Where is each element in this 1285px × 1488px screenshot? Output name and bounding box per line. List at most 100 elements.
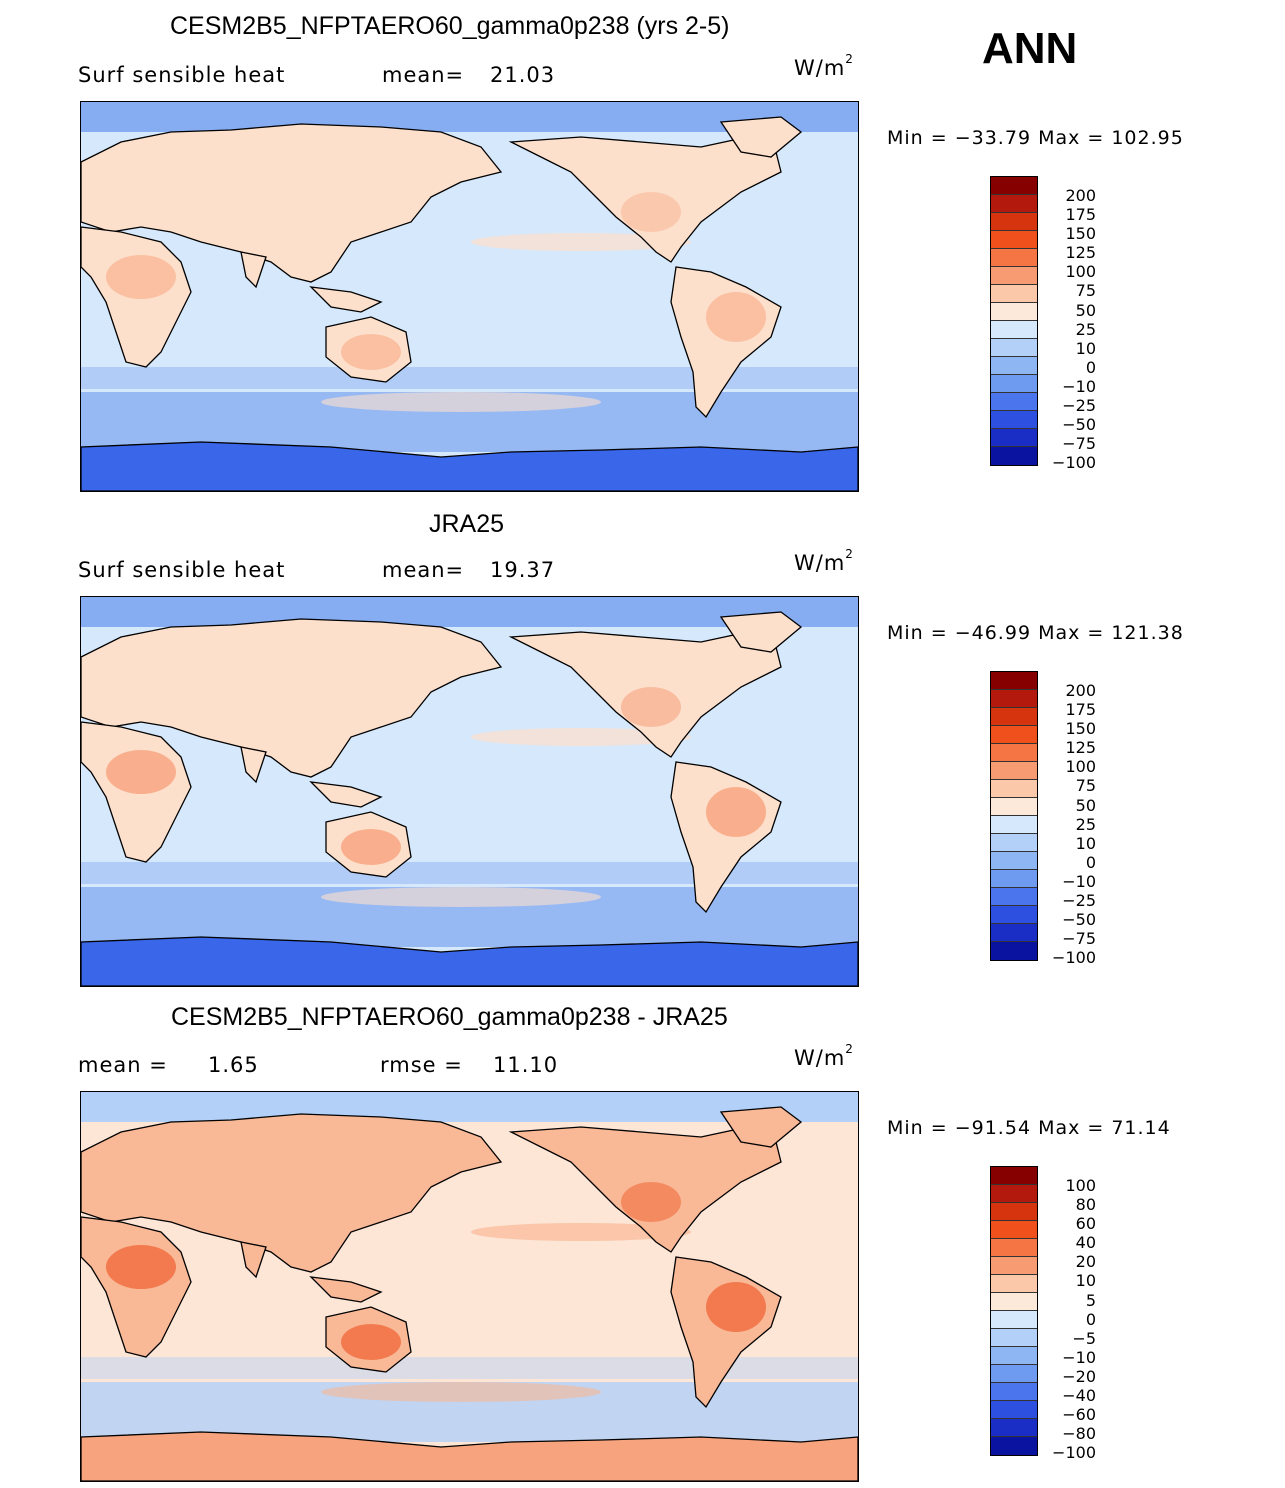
north-america-hotspot	[621, 1182, 681, 1222]
colorbar-swatch	[991, 267, 1037, 285]
southern-ocean-band-light	[81, 862, 858, 884]
colorbar-swatch	[991, 195, 1037, 213]
australia-hotspot	[341, 829, 401, 865]
warm-band-south	[321, 1382, 601, 1402]
colorbar-swatch	[991, 690, 1037, 708]
southern-ocean-band-light	[81, 1357, 858, 1379]
land-mass	[309, 781, 383, 808]
panel-2-mean-value: 19.37	[490, 558, 556, 582]
panel-3-rmse-label: rmse =	[380, 1053, 463, 1077]
colorbar-swatch	[991, 411, 1037, 429]
panel-2-mean-label: mean=	[382, 558, 465, 582]
colorbar-label: 10	[1075, 1271, 1096, 1291]
colorbar-swatch	[991, 1257, 1037, 1275]
colorbar-label: −20	[1062, 1366, 1096, 1386]
land-mass	[81, 618, 503, 778]
colorbar-label: −40	[1062, 1386, 1096, 1406]
land-mass	[81, 123, 503, 283]
colorbar-label: −10	[1062, 1347, 1096, 1367]
colorbar-label: −100	[1052, 453, 1096, 473]
colorbar-swatch	[991, 1365, 1037, 1383]
colorbar-swatch	[991, 1437, 1037, 1455]
colorbar-swatch	[991, 357, 1037, 375]
panel-2-title: JRA25	[429, 510, 505, 538]
colorbar-swatch	[991, 1401, 1037, 1419]
land-mass	[309, 286, 383, 313]
panel-1-mean-value: 21.03	[490, 63, 556, 87]
land-mass	[719, 116, 803, 158]
colorbar-label: 100	[1065, 262, 1096, 282]
colorbar-label: 125	[1065, 243, 1096, 263]
land-mass	[719, 1106, 803, 1148]
panel-3-colorbar	[990, 1166, 1038, 1456]
land-mass	[240, 1241, 267, 1279]
colorbar-label: 40	[1075, 1233, 1096, 1253]
south-america-hotspot	[706, 292, 766, 342]
colorbar-swatch	[991, 888, 1037, 906]
colorbar-swatch	[991, 447, 1037, 465]
colorbar-swatch	[991, 339, 1037, 357]
north-america-hotspot	[621, 192, 681, 232]
colorbar-label: −75	[1062, 929, 1096, 949]
colorbar-swatch	[991, 1221, 1037, 1239]
panel-2-colorbar	[990, 671, 1038, 961]
sahara-hotspot	[106, 255, 176, 299]
panel-2-variable-label: Surf sensible heat	[78, 558, 286, 582]
colorbar-label: 20	[1075, 1252, 1096, 1272]
colorbar-label: 75	[1075, 776, 1096, 796]
colorbar-label: −50	[1062, 910, 1096, 930]
colorbar-swatch	[991, 1383, 1037, 1401]
land-mass	[309, 1276, 383, 1303]
colorbar-label: 100	[1065, 757, 1096, 777]
colorbar-label: 175	[1065, 700, 1096, 720]
colorbar-label: −10	[1062, 871, 1096, 891]
colorbar-swatch	[991, 744, 1037, 762]
colorbar-label: −100	[1052, 1443, 1096, 1463]
colorbar-swatch	[991, 1419, 1037, 1437]
colorbar-swatch	[991, 780, 1037, 798]
colorbar-label: 150	[1065, 224, 1096, 244]
land-mass	[81, 1113, 503, 1273]
colorbar-label: 10	[1075, 338, 1096, 358]
warm-band-south	[321, 392, 601, 412]
warm-band-north	[471, 1223, 691, 1241]
south-america-hotspot	[706, 1282, 766, 1332]
panel-2-min-max: Min = −46.99 Max = 121.38	[887, 622, 1184, 644]
land-mass	[81, 1431, 858, 1481]
panel-3-units: W/m2	[794, 1042, 854, 1070]
colorbar-label: 25	[1075, 814, 1096, 834]
land-mass	[240, 746, 267, 784]
colorbar-label: 125	[1065, 738, 1096, 758]
panel-1-min-max: Min = −33.79 Max = 102.95	[887, 127, 1184, 149]
south-america-hotspot	[706, 787, 766, 837]
warm-band-north	[471, 233, 691, 251]
colorbar-label: 100	[1065, 1176, 1096, 1195]
colorbar-swatch	[991, 1167, 1037, 1185]
colorbar-swatch	[991, 1185, 1037, 1203]
colorbar-label: 150	[1065, 719, 1096, 739]
panel-3-colorbar-labels: 100 80 60 40 20 10 5 0 −5 −10 −20 −40 −60 −80 −100	[1040, 1176, 1096, 1462]
colorbar-swatch	[991, 1203, 1037, 1221]
colorbar-swatch	[991, 852, 1037, 870]
panel-1-mean-label: mean=	[382, 63, 465, 87]
colorbar-label: 5	[1085, 1290, 1096, 1310]
panel-2-colorbar-labels: 200 175 150 125 100 75 50 25 10 0 −10 −25 −50 −75 −100	[1040, 681, 1096, 967]
colorbar-swatch	[991, 1347, 1037, 1365]
colorbar-swatch	[991, 177, 1037, 195]
land-mass	[240, 251, 267, 289]
colorbar-swatch	[991, 213, 1037, 231]
colorbar-swatch	[991, 1239, 1037, 1257]
colorbar-label: 200	[1065, 186, 1096, 205]
colorbar-swatch	[991, 249, 1037, 267]
panel-1-colorbar	[990, 176, 1038, 466]
colorbar-label: −25	[1062, 891, 1096, 911]
colorbar-swatch	[991, 708, 1037, 726]
warm-band-north	[471, 728, 691, 746]
land-mass	[81, 441, 858, 491]
colorbar-label: −25	[1062, 396, 1096, 416]
colorbar-label: 0	[1085, 1309, 1096, 1329]
panel-3-title: CESM2B5_NFPTAERO60_gamma0p238 - JRA25	[171, 1003, 728, 1031]
season-label: ANN	[982, 24, 1078, 73]
warm-band-south	[321, 887, 601, 907]
colorbar-label: 50	[1075, 795, 1096, 815]
